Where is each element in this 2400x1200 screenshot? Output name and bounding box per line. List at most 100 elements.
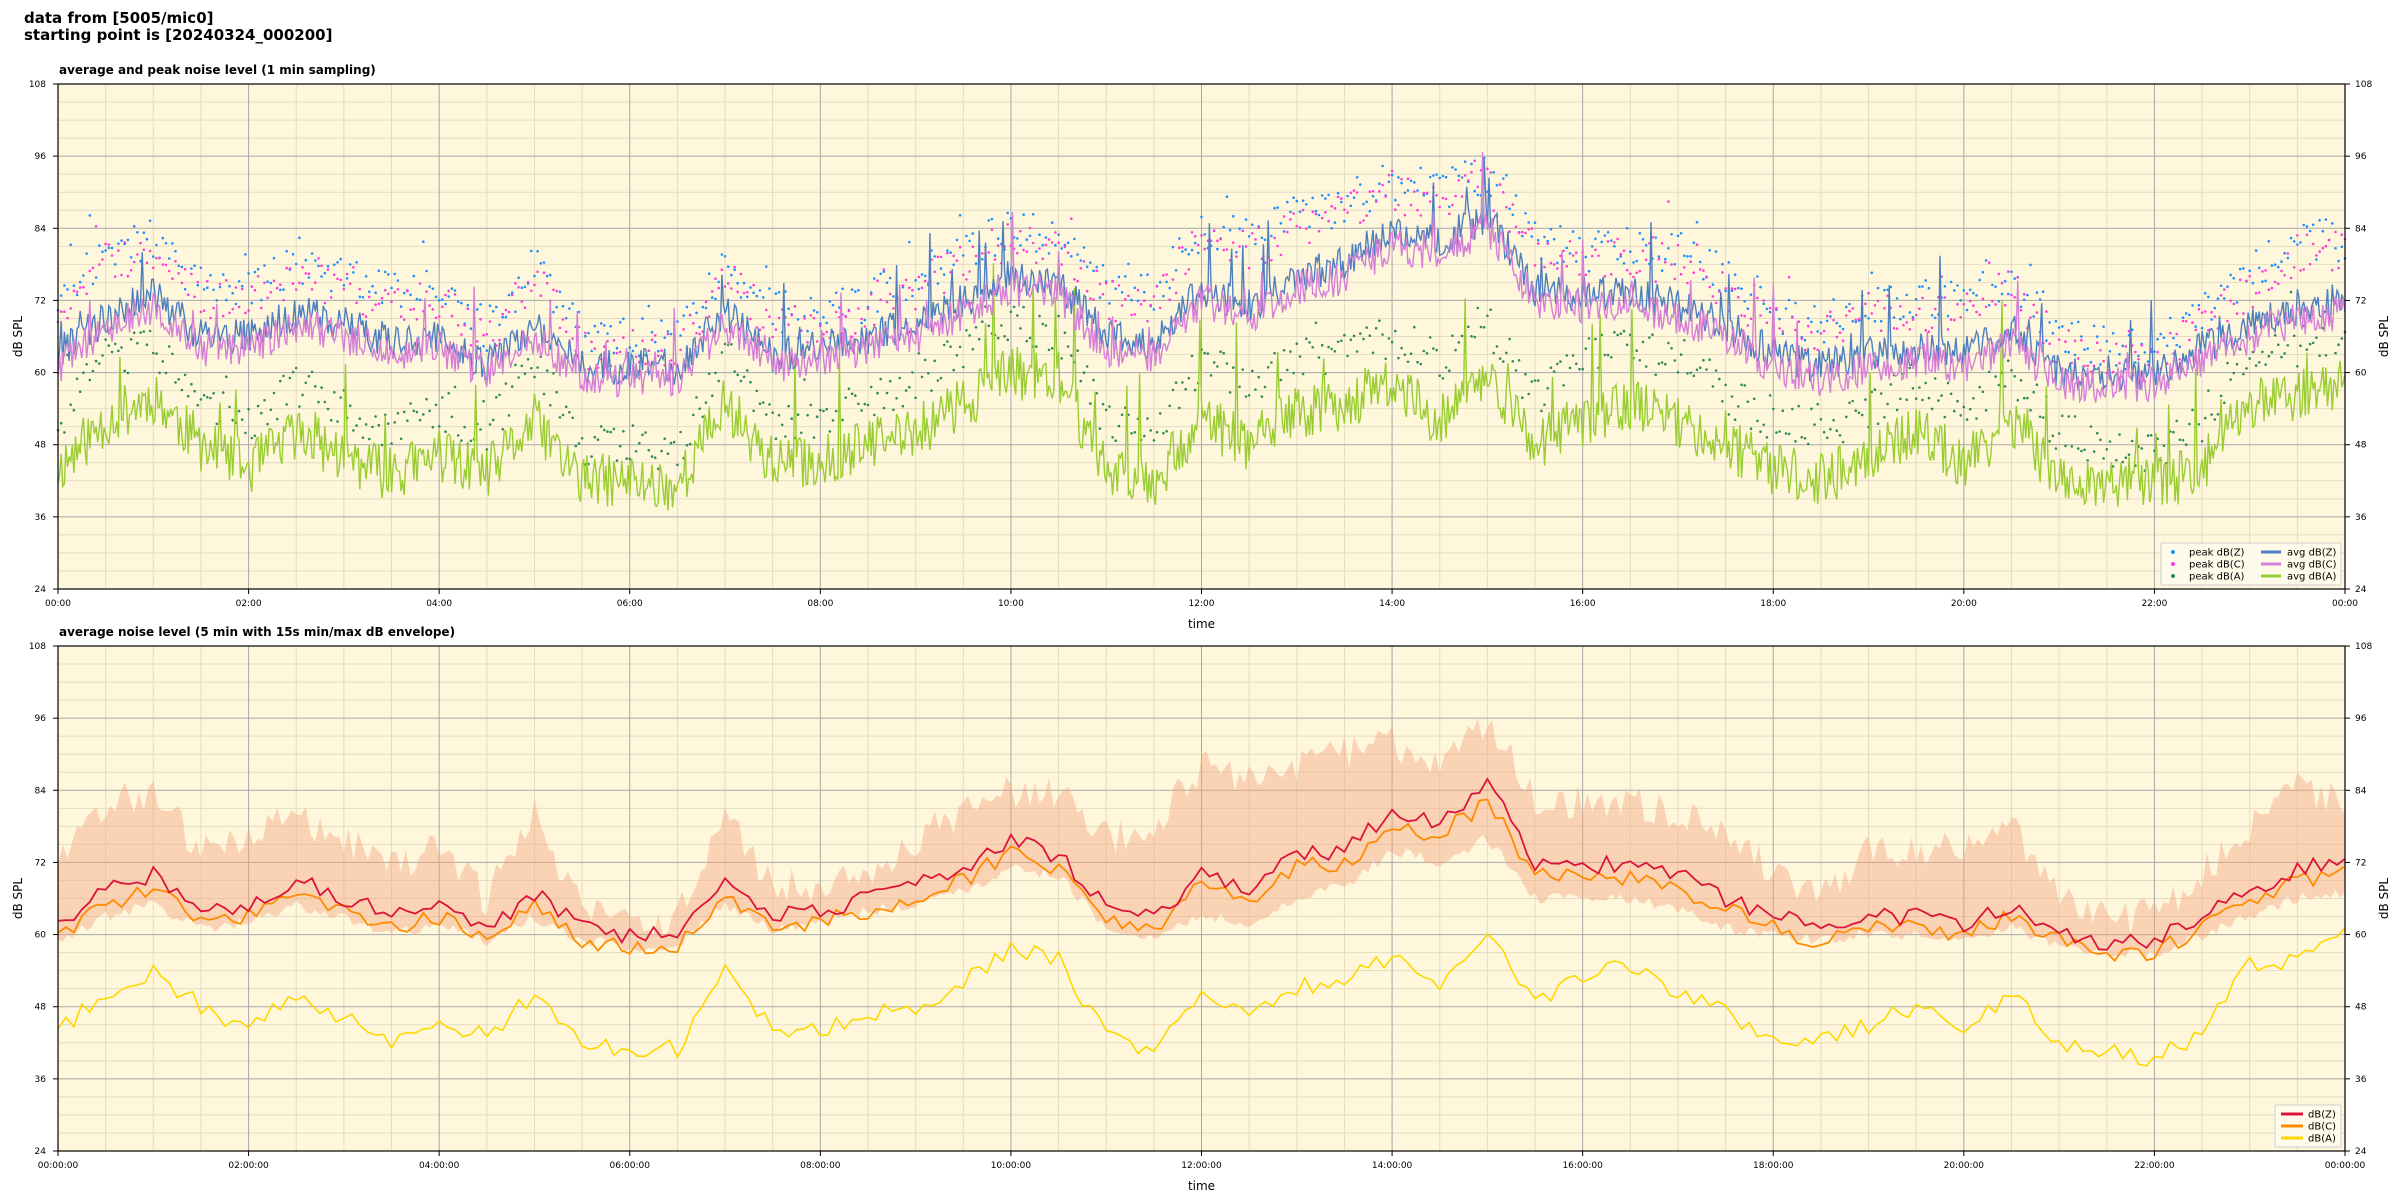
data-point	[142, 231, 146, 234]
data-point	[1362, 202, 1365, 206]
data-point	[2099, 349, 2102, 352]
data-point	[1972, 304, 1975, 307]
data-point	[2251, 305, 2255, 309]
data-point	[291, 282, 295, 285]
data-point	[1282, 349, 1286, 352]
data-point	[1124, 297, 1127, 301]
data-point	[920, 286, 924, 290]
data-point	[1956, 284, 1959, 287]
data-point	[1298, 226, 1302, 229]
data-point	[2188, 313, 2191, 317]
data-point	[1022, 213, 1025, 216]
data-point	[2232, 277, 2236, 280]
data-point	[685, 443, 689, 447]
data-point	[409, 293, 412, 297]
data-point	[1070, 217, 1073, 220]
data-point	[1451, 166, 1454, 169]
data-point	[892, 295, 895, 298]
data-point	[771, 322, 774, 326]
data-point	[809, 314, 813, 317]
data-point	[2029, 316, 2032, 319]
data-point	[593, 435, 597, 439]
data-point	[447, 295, 451, 298]
data-point	[1292, 371, 1295, 375]
data-point	[2207, 295, 2210, 299]
data-point	[1349, 338, 1353, 342]
data-point	[1289, 210, 1292, 214]
data-point	[542, 271, 546, 275]
data-point	[695, 331, 698, 335]
data-point	[1441, 377, 1445, 380]
data-point	[2095, 431, 2099, 435]
data-point	[1864, 314, 1867, 318]
data-point	[631, 329, 635, 332]
data-point	[596, 438, 600, 442]
data-point	[860, 317, 863, 321]
data-point	[225, 298, 228, 302]
data-point	[113, 275, 117, 278]
data-point	[434, 295, 438, 299]
data-point	[456, 324, 460, 327]
data-point	[1305, 227, 1308, 230]
chart-title: average and peak noise level (1 min samp…	[59, 63, 376, 77]
data-point	[580, 437, 584, 440]
data-point	[1908, 311, 1912, 314]
data-point	[1263, 238, 1267, 242]
data-point	[1794, 328, 1797, 332]
data-point	[2000, 281, 2004, 285]
data-point	[1864, 398, 1867, 401]
data-point	[2292, 266, 2296, 269]
data-point	[1171, 388, 1175, 392]
data-point	[1089, 261, 1092, 264]
data-point	[1406, 189, 1410, 192]
data-point	[1104, 408, 1108, 412]
data-point	[1975, 294, 1978, 297]
data-point	[148, 219, 152, 223]
data-point	[2118, 362, 2121, 365]
data-point	[1810, 407, 1813, 411]
data-point	[2178, 438, 2182, 442]
data-point	[1276, 206, 1279, 209]
data-point	[2264, 269, 2267, 272]
data-point	[1683, 339, 1686, 342]
data-point	[2054, 319, 2058, 323]
data-point	[1130, 313, 1133, 317]
data-point	[1870, 312, 1873, 315]
data-point	[1508, 230, 1511, 233]
data-point	[742, 281, 746, 285]
data-point	[1149, 429, 1152, 432]
data-point	[641, 339, 644, 343]
data-point	[2083, 348, 2086, 351]
data-point	[1841, 440, 1845, 444]
data-point	[2203, 291, 2207, 295]
x-tick-label: 04:00:00	[419, 1161, 460, 1171]
data-point	[1260, 395, 1264, 398]
data-point	[288, 267, 292, 270]
data-point	[199, 310, 203, 314]
data-point	[1314, 321, 1318, 325]
data-point	[129, 255, 133, 259]
data-point	[908, 240, 911, 244]
data-point	[2264, 279, 2267, 283]
data-point	[1311, 196, 1314, 200]
y-tick-label-right: 72	[2355, 296, 2366, 306]
data-point	[1330, 204, 1333, 208]
data-point	[2086, 459, 2089, 462]
data-point	[917, 287, 921, 291]
data-point	[606, 430, 609, 433]
data-point	[2238, 278, 2242, 282]
data-point	[888, 379, 892, 383]
data-point	[1422, 191, 1426, 195]
data-point	[1899, 305, 1902, 308]
data-point	[955, 238, 959, 242]
data-point	[383, 289, 387, 292]
data-point	[1279, 253, 1283, 257]
data-point	[110, 350, 114, 354]
data-point	[1174, 269, 1178, 272]
data-point	[1317, 229, 1321, 233]
data-point	[1854, 409, 1858, 413]
data-point	[463, 324, 466, 327]
data-point	[155, 352, 158, 355]
data-point	[428, 285, 431, 288]
data-point	[377, 423, 381, 427]
